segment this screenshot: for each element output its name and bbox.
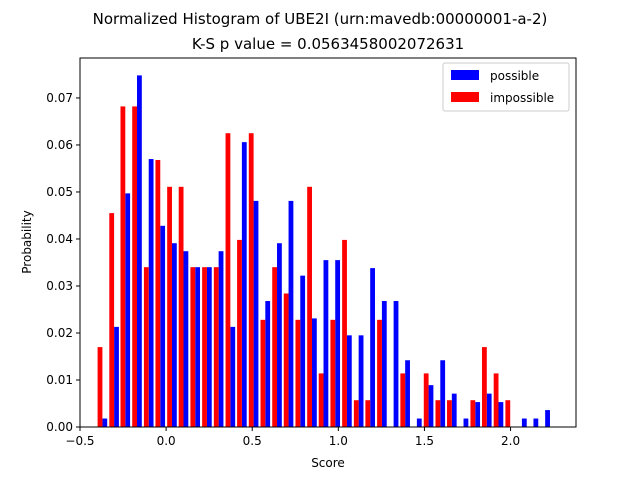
bar-impossible-29 — [435, 400, 441, 427]
legend-label-possible: possible — [490, 69, 539, 83]
bar-possible-14 — [265, 301, 271, 427]
bar-possible-5 — [160, 225, 166, 427]
bar-impossible-8 — [190, 267, 196, 427]
bar-possible-26 — [405, 360, 410, 427]
bar-possible-6 — [171, 243, 177, 427]
x-tick-label: 2.0 — [501, 434, 520, 448]
bar-possible-24 — [381, 301, 387, 427]
bar-possible-28 — [428, 385, 434, 427]
bar-impossible-33 — [481, 347, 487, 427]
bar-impossible-30 — [447, 400, 452, 427]
bar-possible-27 — [416, 418, 422, 427]
y-tick-label: 0.06 — [46, 138, 73, 152]
y-tick-label: 0.07 — [46, 91, 73, 105]
bar-impossible-14 — [260, 319, 266, 427]
bar-impossible-20 — [330, 319, 336, 427]
bar-possible-29 — [440, 360, 446, 427]
legend: possible impossible — [442, 62, 570, 112]
y-tick-label: 0.01 — [46, 373, 73, 387]
bar-impossible-9 — [202, 267, 207, 427]
x-tick-label: 0.0 — [157, 434, 176, 448]
legend-label-impossible: impossible — [490, 91, 554, 105]
bar-possible-15 — [277, 243, 282, 427]
bar-impossible-7 — [178, 186, 184, 427]
bar-possible-0 — [102, 418, 108, 427]
bar-possible-20 — [335, 260, 341, 427]
y-axis-label: Probability — [20, 210, 34, 273]
bar-possible-34 — [498, 402, 504, 427]
bar-possible-23 — [370, 268, 375, 427]
bar-impossible-26 — [400, 373, 406, 427]
bar-possible-18 — [311, 318, 317, 427]
bar-possible-33 — [486, 393, 492, 427]
bar-impossible-12 — [237, 239, 242, 427]
bar-possible-13 — [253, 200, 259, 427]
bar-impossible-24 — [377, 319, 382, 427]
bar-possible-16 — [288, 200, 294, 427]
bar-possible-30 — [451, 393, 457, 427]
x-tick-label: 1.0 — [329, 434, 348, 448]
bar-impossible-22 — [353, 400, 359, 427]
x-tick-label: 0.5 — [243, 434, 262, 448]
bar-impossible-1 — [109, 213, 115, 427]
bars-group — [97, 75, 550, 428]
bar-possible-17 — [300, 275, 306, 427]
bar-possible-19 — [323, 260, 329, 427]
y-axis-ticks: 0.00 0.01 0.02 0.03 0.04 0.05 0.06 0.07 — [46, 91, 80, 434]
bar-possible-36 — [521, 418, 527, 427]
bar-impossible-17 — [295, 319, 301, 427]
bar-possible-38 — [545, 410, 550, 427]
bar-possible-8 — [195, 267, 201, 427]
bar-possible-31 — [463, 418, 469, 427]
y-tick-label: 0.04 — [46, 232, 73, 246]
bar-impossible-2 — [120, 106, 126, 428]
bar-possible-11 — [230, 326, 236, 427]
bar-impossible-34 — [493, 373, 499, 427]
bar-possible-1 — [114, 326, 119, 427]
bar-possible-25 — [393, 301, 399, 427]
chart-subtitle: K-S p value = 0.0563458002072631 — [192, 35, 464, 53]
bar-impossible-6 — [167, 186, 172, 427]
bar-possible-7 — [183, 251, 189, 427]
bar-impossible-4 — [143, 267, 149, 427]
x-tick-label: −0.5 — [65, 434, 94, 448]
bar-impossible-19 — [318, 373, 324, 427]
bar-impossible-23 — [365, 400, 371, 427]
y-tick-label: 0.05 — [46, 185, 73, 199]
plot-frame — [79, 57, 577, 428]
y-tick-label: 0.03 — [46, 279, 73, 293]
bar-possible-37 — [533, 418, 539, 427]
y-tick-label: 0.00 — [46, 420, 73, 434]
bar-possible-12 — [241, 142, 247, 427]
bar-possible-2 — [125, 193, 131, 427]
x-tick-label: 1.5 — [415, 434, 434, 448]
bar-impossible-13 — [248, 133, 254, 427]
bar-impossible-18 — [307, 186, 312, 427]
bar-possible-9 — [206, 267, 212, 427]
legend-swatch-possible — [451, 70, 479, 80]
legend-swatch-impossible — [451, 92, 479, 102]
bar-possible-22 — [358, 335, 364, 427]
bar-impossible-15 — [272, 267, 278, 427]
bar-possible-21 — [346, 335, 352, 427]
bar-possible-4 — [148, 159, 154, 427]
bar-possible-32 — [475, 402, 481, 427]
bar-impossible-11 — [225, 133, 231, 427]
bar-impossible-0 — [97, 347, 103, 427]
bar-impossible-3 — [132, 106, 138, 428]
x-axis-label: Score — [311, 456, 345, 470]
bar-impossible-21 — [342, 239, 347, 427]
y-tick-label: 0.02 — [46, 326, 73, 340]
bar-impossible-5 — [155, 160, 161, 427]
bar-impossible-28 — [423, 373, 429, 427]
bar-impossible-32 — [470, 400, 476, 427]
bar-possible-10 — [218, 251, 224, 427]
bar-impossible-10 — [213, 267, 219, 427]
bar-impossible-35 — [505, 400, 511, 427]
x-axis-ticks: −0.5 0.0 0.5 1.0 1.5 2.0 — [65, 427, 520, 448]
chart-title: Normalized Histogram of UBE2I (urn:maved… — [93, 10, 548, 28]
bar-impossible-16 — [283, 293, 289, 427]
bar-possible-3 — [137, 75, 142, 427]
